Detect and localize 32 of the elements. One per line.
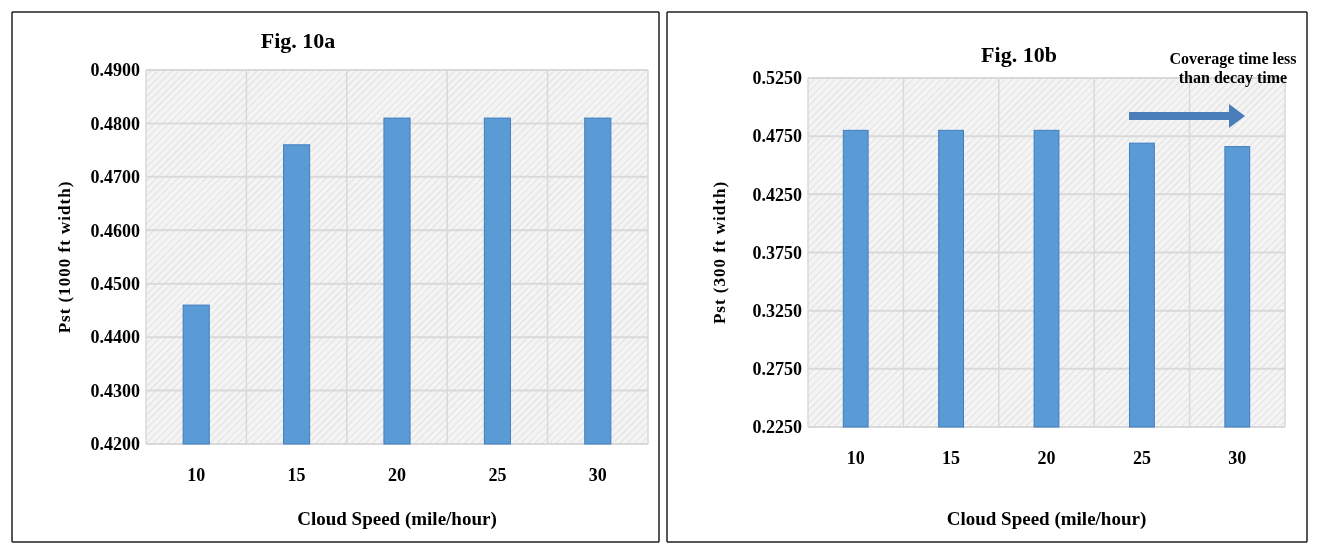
x-tick-label: 25 (1132, 448, 1151, 468)
y-tick-label: 0.4400 (90, 327, 140, 348)
x-tick-label: 10 (846, 448, 865, 468)
y-axis-title: Pst (1000 ft width) (55, 180, 74, 334)
x-tick-label: 15 (287, 465, 306, 485)
annotation: Coverage time less than decay time (1169, 50, 1297, 88)
x-axis-title: Cloud Speed (mile/hour) (946, 508, 1147, 530)
y-axis-title: Pst (300 ft width) (710, 180, 729, 325)
x-tick-label: 20 (1037, 448, 1056, 468)
y-tick-label: 0.4800 (90, 113, 140, 134)
y-tick-label: 0.3750 (752, 242, 802, 263)
x-tick-label: 25 (488, 465, 507, 485)
x-tick-label: 30 (1228, 448, 1247, 468)
y-tick-label: 0.4300 (90, 380, 140, 401)
y-tick-label: 0.3250 (752, 300, 802, 321)
chart-title: Fig. 10a (260, 28, 336, 53)
y-tick-label: 0.4750 (752, 126, 802, 147)
x-tick-label: 20 (388, 465, 406, 485)
x-tick-label: 15 (942, 448, 961, 468)
y-tick-label: 0.2250 (752, 417, 802, 438)
y-tick-label: 0.4250 (752, 184, 802, 205)
y-tick-label: 0.4900 (90, 60, 140, 81)
y-tick-label: 0.4200 (90, 434, 140, 455)
y-tick-label: 0.4600 (90, 220, 140, 241)
y-tick-label: 0.4700 (90, 167, 140, 188)
chart-title: Fig. 10b (981, 42, 1057, 67)
y-tick-label: 0.5250 (752, 68, 802, 89)
y-tick-label: 0.2750 (752, 359, 802, 380)
x-axis-title: Cloud Speed (mile/hour) (297, 508, 497, 530)
x-tick-label: 10 (187, 465, 206, 485)
y-tick-label: 0.4500 (90, 274, 140, 295)
x-tick-label: 30 (588, 465, 607, 485)
